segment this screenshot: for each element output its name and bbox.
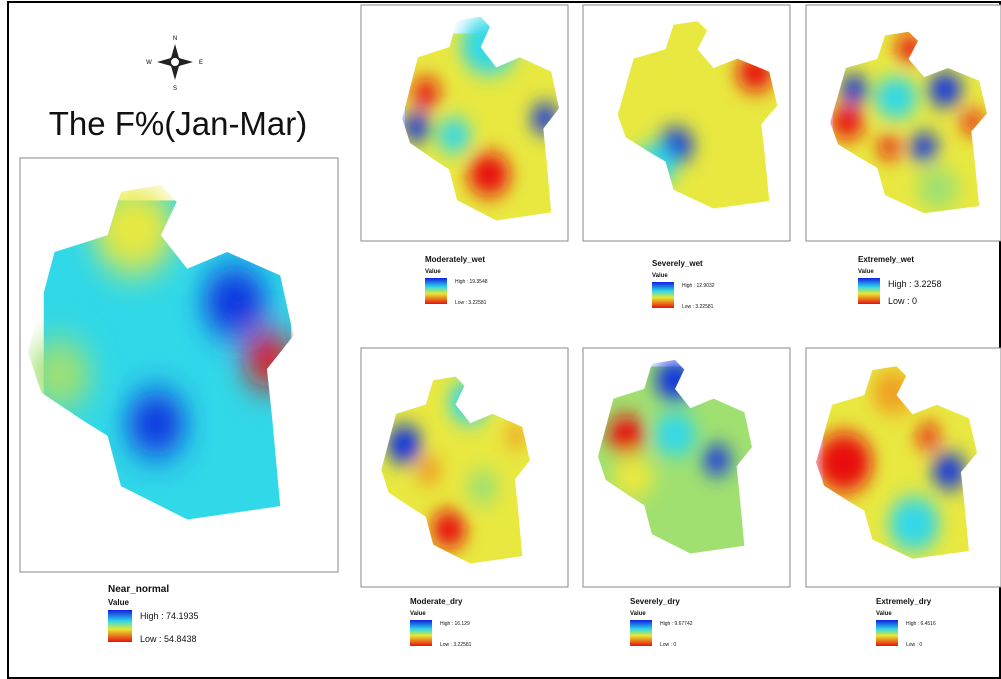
legend-low: Low : 54.8438 xyxy=(140,634,197,644)
legend-ramp xyxy=(630,620,652,646)
map-blob xyxy=(910,133,938,161)
legend-title: Value xyxy=(410,611,426,617)
legend-high: High : 19.3548 xyxy=(455,279,488,285)
map-blob xyxy=(127,392,186,456)
legend-high: High : 74.1935 xyxy=(140,611,199,621)
map-blob xyxy=(412,79,440,108)
map-blob xyxy=(387,426,422,464)
legend-high: High : 9.67742 xyxy=(660,621,693,627)
legend-low: Low : 0 xyxy=(888,296,917,306)
legend-ramp xyxy=(410,620,432,646)
legend-low: Low : 0 xyxy=(906,642,922,648)
legend-title: Value xyxy=(108,598,129,607)
map-blob xyxy=(654,413,696,456)
map-blob xyxy=(878,136,900,158)
legend-low: Low : 0 xyxy=(660,642,676,648)
legend-name: Moderately_wet xyxy=(425,255,485,264)
legend-title: Value xyxy=(858,269,874,275)
map-blob xyxy=(889,497,939,551)
legend-title: Value xyxy=(876,611,892,617)
legend-ramp xyxy=(876,620,898,646)
map-panel: Moderately_wet Value High : 19.3548 Low : 3… xyxy=(361,5,568,306)
compass: N S E W xyxy=(146,36,203,92)
map-blob xyxy=(608,416,644,454)
legend-name: Moderate_dry xyxy=(410,597,463,606)
map-blob xyxy=(204,267,267,336)
legend-name: Severely_dry xyxy=(630,597,680,606)
map-blob xyxy=(917,424,939,448)
figure-title: The F%(Jan-Mar) xyxy=(49,105,308,142)
compass-w: W xyxy=(146,60,152,66)
legend-high: High : 3.2258 xyxy=(888,279,942,289)
legend-ramp xyxy=(652,282,674,308)
legend-low: Low : 3.22581 xyxy=(440,642,472,648)
legend-ramp xyxy=(858,278,880,304)
compass-e: E xyxy=(199,60,203,66)
map-panel: Severely_wet Value High : 12.9032 Low : 3.2… xyxy=(583,5,790,310)
map-blob xyxy=(928,73,962,107)
map-panel: Moderate_dry Value High : 16.129 Low : 3.22… xyxy=(361,348,568,648)
legend-name: Extremely_dry xyxy=(876,597,932,606)
compass-n: N xyxy=(173,36,177,42)
legend-title: Value xyxy=(652,273,668,279)
map-panel: Severely_dry Value High : 9.67742 Low : 0 xyxy=(583,348,790,648)
map-blob xyxy=(703,446,731,475)
map-blob xyxy=(830,106,864,140)
legend-title: Value xyxy=(425,269,441,275)
legend-high: High : 12.9032 xyxy=(682,283,715,289)
legend-low: Low : 3.22581 xyxy=(455,300,487,306)
legend-name: Severely_wet xyxy=(652,259,703,268)
compass-s: S xyxy=(173,86,177,92)
legend-low: Low : 3.22581 xyxy=(682,304,714,310)
map-blob xyxy=(466,470,498,505)
legend-ramp xyxy=(108,610,132,642)
map-panel: Near_normal Value High : 74.1935 Low : 54.8… xyxy=(20,158,338,644)
legend-name: Extremely_wet xyxy=(858,255,914,264)
legend-title: Value xyxy=(630,611,646,617)
legend-high: High : 6.4516 xyxy=(906,621,936,627)
map-blob xyxy=(840,75,868,103)
legend-name: Near_normal xyxy=(108,584,169,595)
map-blob xyxy=(415,456,442,485)
map-figure: N S E W The F%(Jan-Mar) Near_normal Value… xyxy=(0,0,1001,679)
map-blob xyxy=(917,167,959,209)
map-blob xyxy=(431,511,466,549)
map-blob xyxy=(468,153,510,196)
map-blob xyxy=(875,77,917,119)
legend-ramp xyxy=(425,278,447,304)
map-panel: Extremely_wet Value High : 3.2258 Low : 0 xyxy=(806,5,1001,306)
map-blob xyxy=(932,453,966,489)
legend-high: High : 16.129 xyxy=(440,621,470,627)
map-panel: Extremely_dry Value High : 6.4516 Low : 0 xyxy=(806,348,1001,648)
map-blob xyxy=(816,433,872,493)
map-blob xyxy=(437,118,471,153)
